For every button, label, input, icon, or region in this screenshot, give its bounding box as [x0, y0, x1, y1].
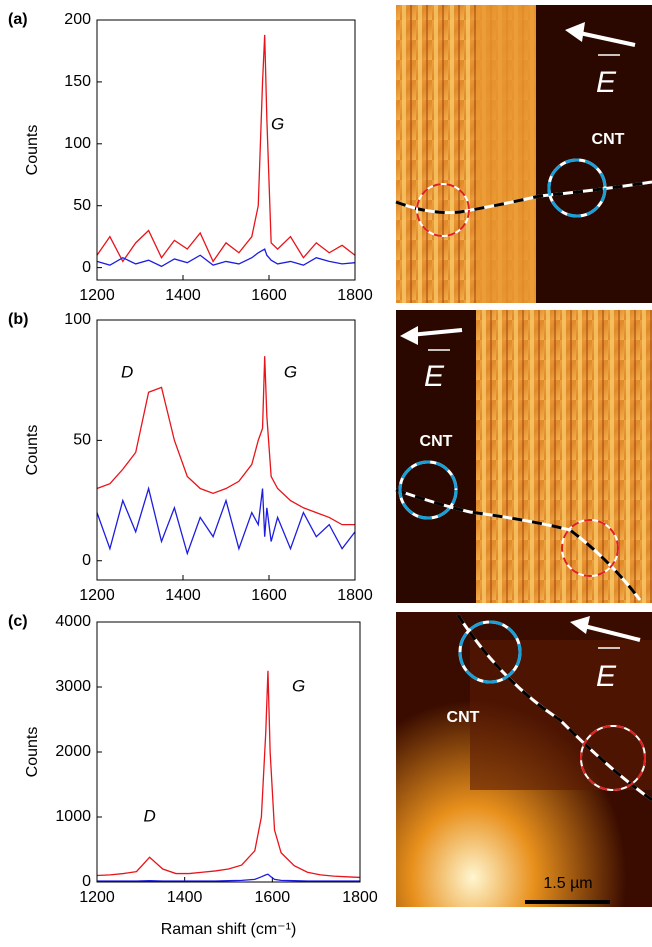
peak-annotation: G	[292, 676, 305, 695]
x-tick-label: 1800	[342, 889, 378, 906]
y-tick-label: 3000	[55, 678, 91, 695]
cnt-label: CNT	[592, 131, 625, 148]
afm-image: E CNT 1.5 µm	[396, 612, 652, 907]
cnt-label: CNT	[420, 433, 453, 450]
field-label: E	[596, 66, 617, 99]
x-tick-label: 1200	[79, 587, 115, 604]
panel-label: (a)	[8, 11, 28, 28]
peak-annotation: G	[284, 362, 297, 381]
spectrum-line	[97, 873, 360, 882]
y-tick-label: 1000	[55, 808, 91, 825]
y-tick-label: 0	[82, 259, 91, 276]
y-tick-label: 100	[64, 311, 91, 328]
scale-bar-label: 1.5 µm	[543, 875, 592, 892]
plot-frame	[96, 319, 356, 581]
cnt-label: CNT	[447, 709, 480, 726]
spectrum-line	[96, 486, 356, 556]
panel-label: (b)	[8, 311, 28, 328]
afm-image: E CNT	[395, 310, 652, 603]
x-tick-label: 1800	[337, 287, 373, 304]
y-axis-label: Counts	[24, 425, 41, 476]
field-label: E	[596, 660, 617, 693]
spectrum-line	[96, 248, 356, 268]
spectrum-line	[96, 670, 361, 879]
x-tick-label: 1400	[167, 889, 203, 906]
spectrum-line	[96, 34, 356, 263]
x-tick-label: 1600	[251, 587, 287, 604]
plot-frame	[96, 19, 356, 281]
y-tick-label: 150	[64, 73, 91, 90]
y-tick-label: 4000	[55, 613, 91, 630]
y-axis-label: Counts	[24, 125, 41, 176]
peak-annotation: G	[271, 115, 284, 134]
afm-image: E CNT	[395, 5, 652, 303]
peak-annotation: D	[121, 362, 133, 381]
field-label: E	[424, 360, 445, 393]
y-tick-label: 50	[73, 432, 91, 449]
y-tick-label: 2000	[55, 743, 91, 760]
x-tick-label: 1200	[79, 889, 115, 906]
peak-annotation: D	[143, 806, 155, 825]
x-axis-label: Raman shift (cm⁻¹)	[161, 921, 297, 938]
x-tick-label: 1800	[337, 587, 373, 604]
x-tick-label: 1600	[255, 889, 291, 906]
x-tick-label: 1200	[79, 287, 115, 304]
y-tick-label: 0	[82, 552, 91, 569]
x-tick-label: 1600	[251, 287, 287, 304]
y-tick-label: 200	[64, 11, 91, 28]
panel-label: (c)	[8, 613, 28, 630]
y-tick-label: 0	[82, 873, 91, 890]
spectrum-line	[96, 356, 355, 526]
x-tick-label: 1400	[165, 587, 201, 604]
plot-frame	[96, 621, 361, 883]
x-tick-label: 1400	[165, 287, 201, 304]
y-tick-label: 100	[64, 135, 91, 152]
y-axis-label: Counts	[24, 727, 41, 778]
y-tick-label: 50	[73, 197, 91, 214]
